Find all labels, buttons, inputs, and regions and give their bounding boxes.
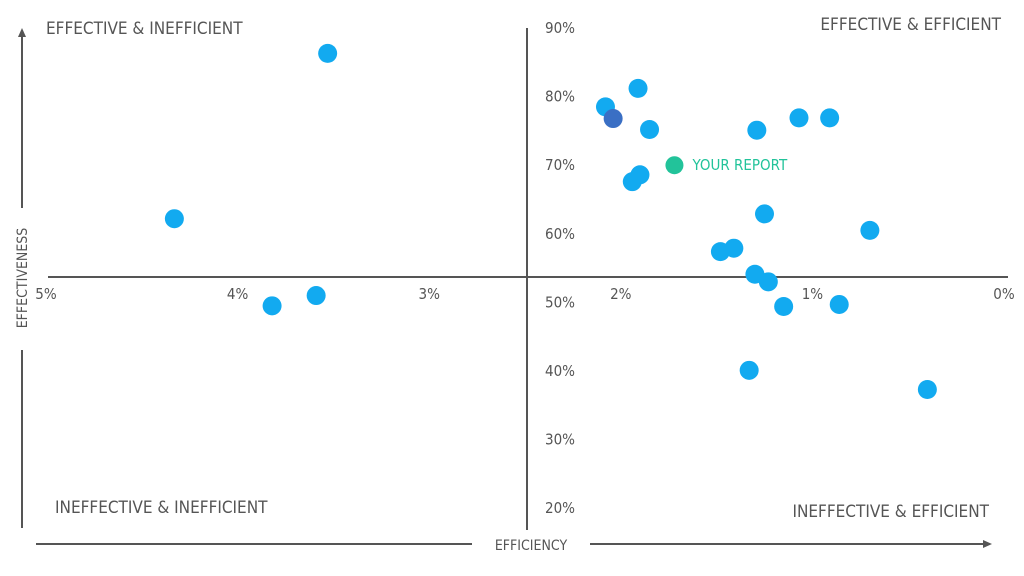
x-tick-label: 2% [610, 285, 632, 303]
quadrant-bottom-left-label: INEFFECTIVE & INEFFICIENT [55, 498, 268, 518]
data-point[interactable] [306, 286, 326, 306]
y-tick-label: 90% [545, 19, 575, 37]
data-point[interactable] [628, 78, 648, 98]
x-tick-label: 0% [993, 285, 1015, 303]
data-point[interactable] [860, 220, 880, 240]
data-point[interactable] [724, 238, 744, 258]
your-report-label: YOUR REPORT [691, 156, 788, 174]
quadrant-bottom-right-label: INEFFECTIVE & EFFICIENT [792, 502, 989, 522]
data-point-accent[interactable] [603, 109, 623, 129]
x-tick-labels: 5% 4% 3% 2% 1% 0% [35, 285, 1015, 303]
data-point[interactable] [820, 108, 840, 128]
y-tick-label: 80% [545, 88, 575, 106]
your-report-point[interactable] [665, 156, 684, 175]
data-point[interactable] [745, 264, 765, 284]
data-point[interactable] [164, 209, 184, 229]
y-tick-label: 60% [545, 225, 575, 243]
data-point[interactable] [917, 380, 937, 400]
x-tick-label: 4% [227, 285, 249, 303]
y-tick-label: 70% [545, 156, 575, 174]
x-tick-label: 5% [35, 285, 57, 303]
x-tick-label: 1% [802, 285, 824, 303]
data-point[interactable] [747, 120, 767, 140]
data-point[interactable] [262, 296, 282, 316]
quadrant-top-left-label: EFFECTIVE & INEFFICIENT [46, 19, 243, 39]
x-axis-label: EFFICIENCY [495, 538, 568, 554]
data-point[interactable] [640, 120, 660, 140]
data-point[interactable] [789, 108, 809, 128]
y-tick-label: 40% [545, 362, 575, 380]
data-points [164, 43, 937, 400]
data-point[interactable] [318, 43, 338, 63]
quadrant-top-right-label: EFFECTIVE & EFFICIENT [820, 15, 1001, 35]
y-tick-label: 20% [545, 499, 575, 517]
y-tick-label: 50% [545, 293, 575, 311]
data-point[interactable] [755, 204, 774, 224]
y-tick-label: 30% [545, 431, 575, 449]
data-point[interactable] [630, 165, 650, 185]
data-point[interactable] [774, 297, 794, 317]
data-point[interactable] [829, 294, 849, 314]
y-axis-label: EFFECTIVENESS [15, 228, 31, 329]
data-point[interactable] [739, 360, 759, 380]
y-tick-labels: 90% 80% 70% 60% 50% 40% 30% 20% [545, 19, 575, 517]
x-tick-label: 3% [418, 285, 440, 303]
